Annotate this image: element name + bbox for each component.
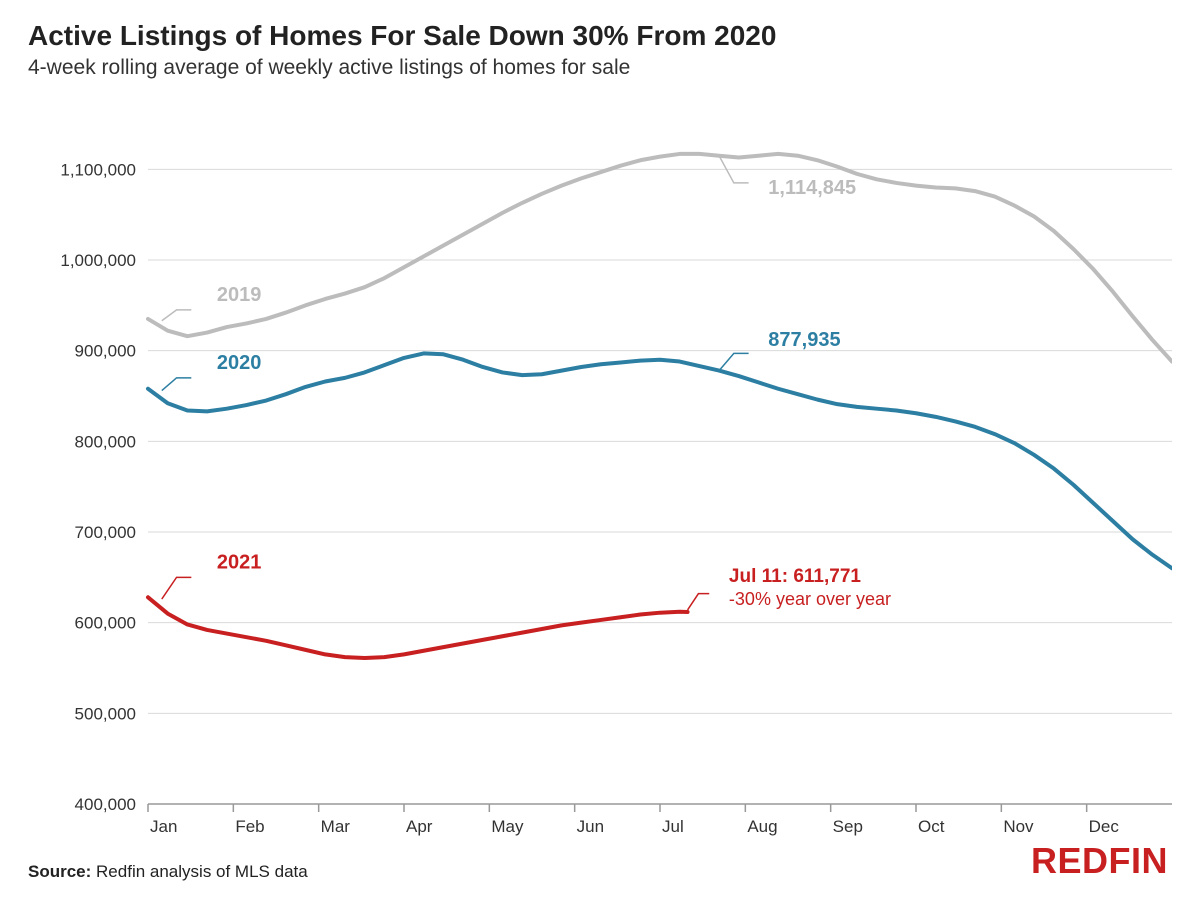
- source-label: Source:: [28, 862, 91, 881]
- svg-text:Jun: Jun: [577, 817, 604, 836]
- callout-sub-2021: -30% year over year: [729, 589, 891, 609]
- svg-text:600,000: 600,000: [75, 614, 136, 633]
- chart-container: Active Listings of Homes For Sale Down 3…: [0, 0, 1200, 900]
- series-label-2021: 2021: [217, 551, 262, 573]
- svg-text:900,000: 900,000: [75, 342, 136, 361]
- svg-text:May: May: [491, 817, 524, 836]
- chart-area: 400,000 500,000 600,000 700,000 800,000 900,0…: [28, 104, 1172, 844]
- svg-text:Feb: Feb: [235, 817, 264, 836]
- svg-text:500,000: 500,000: [75, 704, 136, 723]
- svg-text:Jan: Jan: [150, 817, 177, 836]
- callout-2020: 877,935: [768, 329, 840, 351]
- redfin-logo: REDFIN: [1031, 840, 1168, 882]
- callout-2019: 1,114,845: [768, 177, 856, 199]
- svg-text:700,000: 700,000: [75, 523, 136, 542]
- series-2021: [148, 597, 688, 658]
- svg-text:1,100,000: 1,100,000: [60, 160, 136, 179]
- chart-subtitle: 4-week rolling average of weekly active …: [28, 56, 1172, 80]
- svg-text:Sep: Sep: [833, 817, 863, 836]
- line-chart-svg: 400,000 500,000 600,000 700,000 800,000 900,0…: [28, 104, 1172, 844]
- callout-2021: Jul 11: 611,771: [729, 566, 861, 587]
- svg-text:Dec: Dec: [1089, 817, 1120, 836]
- svg-text:Mar: Mar: [321, 817, 351, 836]
- source-text: Redfin analysis of MLS data: [96, 862, 308, 881]
- svg-text:1,000,000: 1,000,000: [60, 251, 136, 270]
- svg-text:400,000: 400,000: [75, 795, 136, 814]
- series-2020: [148, 353, 1172, 568]
- series-2019: [148, 154, 1172, 362]
- svg-text:800,000: 800,000: [75, 432, 136, 451]
- svg-text:Apr: Apr: [406, 817, 433, 836]
- svg-text:Aug: Aug: [747, 817, 777, 836]
- svg-text:Jul: Jul: [662, 817, 684, 836]
- source-line: Source: Redfin analysis of MLS data: [28, 862, 308, 882]
- series-label-2019: 2019: [217, 284, 262, 306]
- svg-text:Oct: Oct: [918, 817, 945, 836]
- chart-title: Active Listings of Homes For Sale Down 3…: [28, 20, 1172, 52]
- series-label-2020: 2020: [217, 352, 262, 374]
- svg-text:Nov: Nov: [1003, 817, 1034, 836]
